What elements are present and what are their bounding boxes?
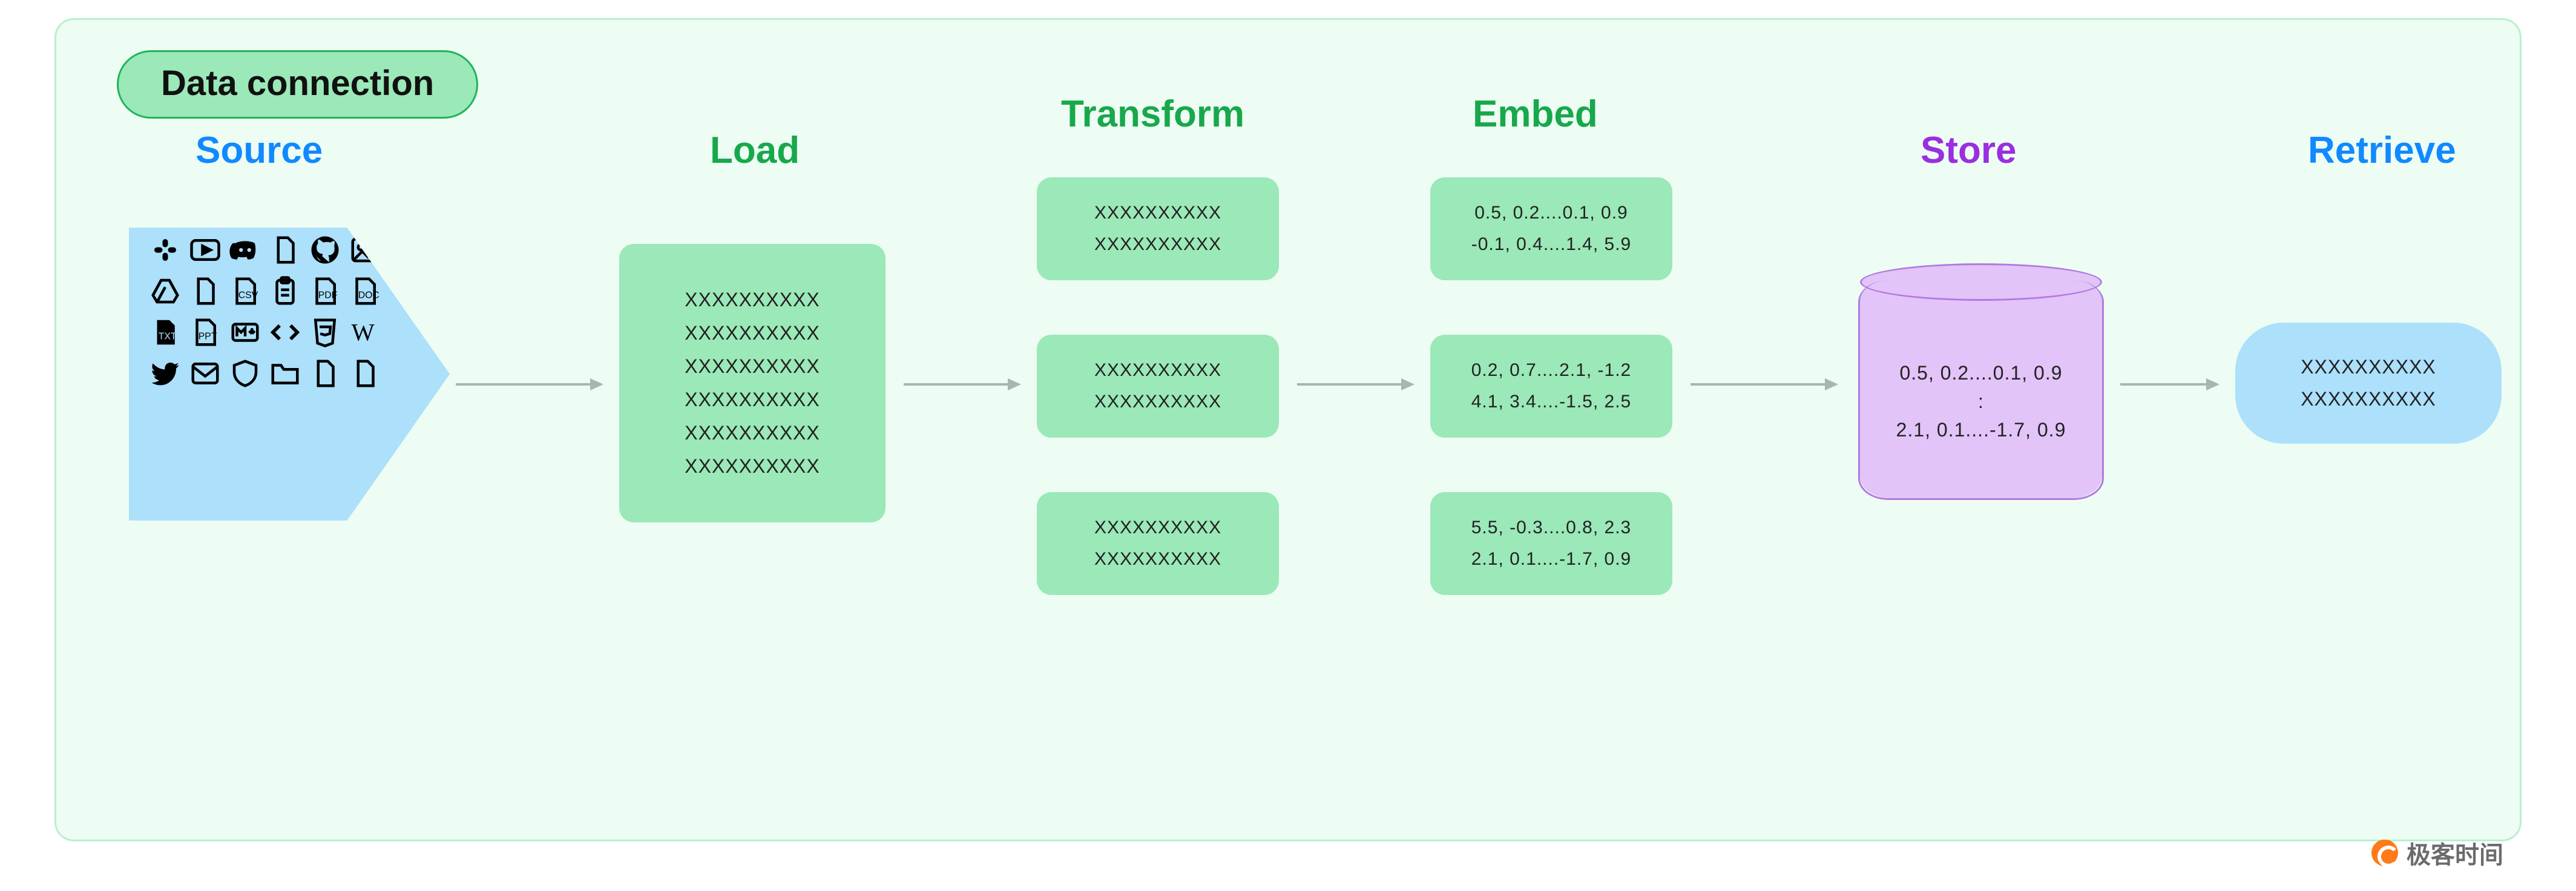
mail-icon (187, 355, 223, 392)
retrieve-box: XXXXXXXXXX XXXXXXXXXX (2235, 323, 2502, 444)
embed-line: 2.1, 0.1....-1.7, 0.9 (1471, 549, 1632, 570)
svg-text:W: W (352, 319, 375, 346)
transform-line: XXXXXXXXXX (1094, 392, 1221, 412)
youtube-icon (187, 232, 223, 268)
stage-title-retrieve: Retrieve (2308, 129, 2456, 172)
stage-title-load: Load (710, 129, 800, 172)
stage-title-source: Source (196, 129, 323, 172)
embed-line: 0.5, 0.2....0.1, 0.9 (1474, 203, 1628, 223)
watermark-icon (2371, 840, 2398, 866)
arrow-load-transform (904, 383, 1019, 386)
embed-box-3: 5.5, -0.3....0.8, 2.3 2.1, 0.1....-1.7, … (1430, 492, 1672, 595)
file-icon (307, 355, 343, 392)
store-cylinder: 0.5, 0.2....0.1, 0.9 : 2.1, 0.1....-1.7,… (1860, 280, 2102, 498)
gdrive-icon (147, 273, 183, 309)
pdf-icon: PDF (307, 273, 343, 309)
flow-canvas: Source Load Transform Embed Store Retrie… (93, 141, 2483, 815)
twitter-icon (147, 355, 183, 392)
html-icon (307, 314, 343, 350)
svg-text:PDF: PDF (318, 290, 338, 300)
svg-text:DOC: DOC (358, 290, 380, 300)
page: Data connection Source Load Transform Em… (0, 0, 2576, 891)
shield-icon (227, 355, 263, 392)
transform-line: XXXXXXXXXX (1094, 549, 1221, 570)
load-box: XXXXXXXXXX XXXXXXXXXX XXXXXXXXXX XXXXXXX… (619, 244, 886, 522)
diagram-panel: Data connection Source Load Transform Em… (54, 18, 2522, 841)
stage-title-embed: Embed (1473, 93, 1598, 136)
store-line: 2.1, 0.1....-1.7, 0.9 (1896, 419, 2066, 441)
embed-line: 5.5, -0.3....0.8, 2.3 (1471, 518, 1632, 538)
wikipedia-icon: W (347, 314, 383, 350)
github-icon (307, 232, 343, 268)
transform-line: XXXXXXXXXX (1094, 203, 1221, 223)
transform-line: XXXXXXXXXX (1094, 234, 1221, 255)
transform-box-1: XXXXXXXXXX XXXXXXXXXX (1037, 177, 1279, 280)
load-line: XXXXXXXXXX (685, 322, 820, 344)
load-line: XXXXXXXXXX (685, 355, 820, 378)
transform-box-2: XXXXXXXXXX XXXXXXXXXX (1037, 335, 1279, 438)
slack-icon (147, 232, 183, 268)
embed-box-1: 0.5, 0.2....0.1, 0.9 -0.1, 0.4....1.4, 5… (1430, 177, 1672, 280)
transform-line: XXXXXXXXXX (1094, 360, 1221, 381)
store-line: : (1978, 390, 1984, 413)
embed-line: -0.1, 0.4....1.4, 5.9 (1471, 234, 1632, 255)
embed-box-2: 0.2, 0.7....2.1, -1.2 4.1, 3.4....-1.5, … (1430, 335, 1672, 438)
file-icon (187, 273, 223, 309)
arrow-transform-embed (1297, 383, 1412, 386)
svg-text:TXT: TXT (159, 331, 177, 341)
source-icons-grid: CSV PDF DOC TXT PPT W (147, 232, 401, 392)
code-icon (267, 314, 303, 350)
watermark-text: 极客时间 (2407, 835, 2503, 870)
svg-text:CSV: CSV (238, 290, 258, 300)
markdown-icon (227, 314, 263, 350)
load-line: XXXXXXXXXX (685, 389, 820, 411)
title-badge: Data connection (117, 50, 478, 119)
doc-icon: DOC (347, 273, 383, 309)
file-icon (267, 232, 303, 268)
watermark: 极客时间 (2371, 835, 2503, 870)
arrow-embed-store (1690, 383, 1836, 386)
txt-icon: TXT (147, 314, 183, 350)
store-line: 0.5, 0.2....0.1, 0.9 (1899, 362, 2062, 384)
retrieve-line: XXXXXXXXXX (2301, 388, 2436, 410)
file-icon (347, 355, 383, 392)
transform-box-3: XXXXXXXXXX XXXXXXXXXX (1037, 492, 1279, 595)
folder-icon (267, 355, 303, 392)
stage-title-transform: Transform (1061, 93, 1244, 136)
source-shape: CSV PDF DOC TXT PPT W (129, 208, 450, 541)
stage-title-store: Store (1920, 129, 2016, 172)
ppt-icon: PPT (187, 314, 223, 350)
discord-icon (227, 232, 263, 268)
retrieve-line: XXXXXXXXXX (2301, 356, 2436, 378)
load-line: XXXXXXXXXX (685, 289, 820, 311)
load-line: XXXXXXXXXX (685, 422, 820, 444)
clipboard-icon (267, 273, 303, 309)
image-icon (347, 232, 383, 268)
embed-line: 0.2, 0.7....2.1, -1.2 (1471, 360, 1632, 381)
load-line: XXXXXXXXXX (685, 455, 820, 478)
svg-text:PPT: PPT (199, 331, 217, 341)
transform-line: XXXXXXXXXX (1094, 518, 1221, 538)
embed-line: 4.1, 3.4....-1.5, 2.5 (1471, 392, 1632, 412)
csv-icon: CSV (227, 273, 263, 309)
arrow-source-load (456, 383, 601, 386)
arrow-store-retrieve (2120, 383, 2217, 386)
